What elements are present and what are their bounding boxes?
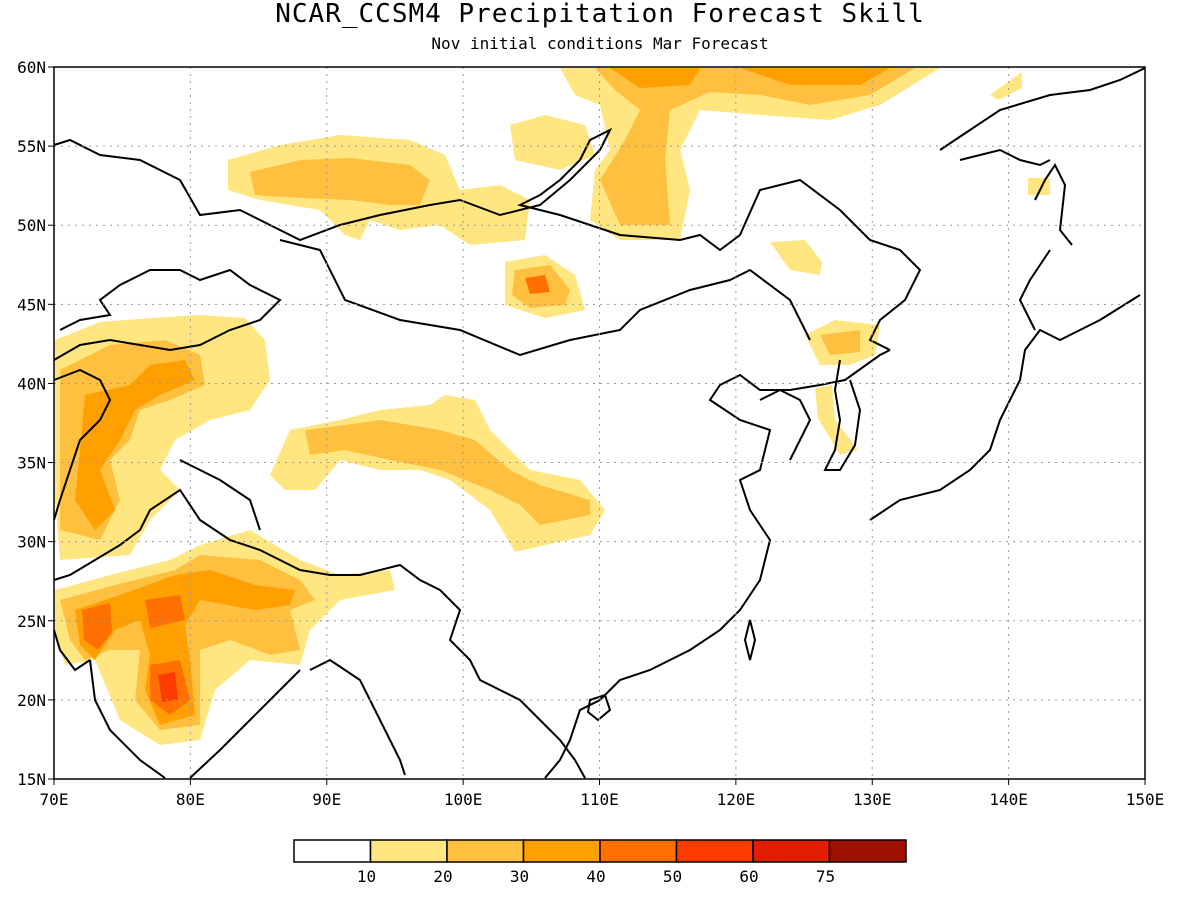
lon-tick-label: 140E xyxy=(989,790,1028,809)
colorbar-label: 40 xyxy=(586,867,605,886)
skill-region-baikal xyxy=(510,115,595,170)
lon-tick-label: 80E xyxy=(176,790,205,809)
skill-region-india-high1 xyxy=(82,603,112,650)
lon-tick-label: 130E xyxy=(853,790,892,809)
lon-tick-label: 90E xyxy=(312,790,341,809)
colorbar-swatch xyxy=(599,839,678,863)
coastline-china-east xyxy=(544,349,891,779)
coastline-taiwan xyxy=(743,619,757,661)
lat-tick-label: 45N xyxy=(17,295,46,314)
coastline-india-west xyxy=(53,488,586,779)
skill-region-west-core xyxy=(75,360,195,530)
colorbar-label: 20 xyxy=(433,867,452,886)
skill-region-manchuria xyxy=(770,240,822,275)
skill-region-korea-south xyxy=(815,385,858,455)
lon-tick-label: 150E xyxy=(1126,790,1165,809)
coastline-himalaya-border xyxy=(179,459,261,531)
coastline-sakhalin xyxy=(1034,163,1073,246)
lon-tick-label: 120E xyxy=(717,790,756,809)
colorbar-swatch xyxy=(752,839,831,863)
lat-tick-label: 35N xyxy=(17,454,46,473)
colorbar-swatch xyxy=(522,839,601,863)
lon-tick-label: 100E xyxy=(444,790,483,809)
coastline-japan xyxy=(869,294,1141,521)
coastline-north-asia xyxy=(53,127,922,351)
skill-region-india-high2 xyxy=(145,595,185,628)
colorbar: 10 20 30 40 50 60 75 xyxy=(293,839,907,886)
coastline-central-asia xyxy=(53,268,282,361)
skill-shading xyxy=(55,68,1050,745)
lat-tick-label: 25N xyxy=(17,612,46,631)
skill-region-northeast-mid xyxy=(595,68,915,225)
lon-tick-label: 70E xyxy=(40,790,69,809)
coastline-hokkaido xyxy=(1018,249,1051,331)
coastline-bohai xyxy=(759,388,812,461)
colorbar-swatch xyxy=(675,839,754,863)
skill-region-siberia-mid xyxy=(250,158,430,205)
colorbar-label: 10 xyxy=(357,867,376,886)
colorbar-label: 30 xyxy=(510,867,529,886)
lat-tick-label: 50N xyxy=(17,216,46,235)
coastline-kamchatka xyxy=(939,67,1146,151)
skill-region-mongolia-core xyxy=(525,275,550,294)
lat-tick-label: 40N xyxy=(17,374,46,393)
skill-region-tibet xyxy=(270,395,605,552)
coastline-hainan xyxy=(586,693,612,722)
skill-region-tibet-mid xyxy=(305,420,590,525)
skill-region-korea-mid xyxy=(820,330,860,355)
colorbar-label: 75 xyxy=(816,867,835,886)
coastline-india-peninsula xyxy=(89,659,166,779)
colorbar-swatch xyxy=(446,839,525,863)
coastline-arabian xyxy=(53,629,91,672)
coastline-east-india xyxy=(189,669,301,779)
colorbar-swatch xyxy=(293,839,372,863)
skill-region-northeast-core xyxy=(610,68,700,88)
skill-region-india-peak xyxy=(158,672,178,702)
coastline-mongolia-border xyxy=(279,239,811,357)
skill-region-india-core xyxy=(75,570,295,725)
map-title: NCAR_CCSM4 Precipitation Forecast Skill xyxy=(275,0,925,29)
lat-tick-label: 15N xyxy=(17,770,46,789)
latitude-labels: 15N 20N 25N 30N 35N 40N 45N 50N 55N 60N xyxy=(17,58,54,789)
colorbar-swatch xyxy=(828,839,907,863)
lat-tick-label: 20N xyxy=(17,691,46,710)
lat-tick-label: 60N xyxy=(17,58,46,77)
colorbar-label: 50 xyxy=(663,867,682,886)
longitude-labels: 70E 80E 90E 100E 110E 120E 130E 140E 150E xyxy=(40,779,1165,809)
map-subtitle: Nov initial conditions Mar Forecast xyxy=(431,34,769,53)
coastline-korea xyxy=(823,359,862,471)
coastline-caspian xyxy=(53,368,112,521)
lat-tick-label: 55N xyxy=(17,137,46,156)
colorbar-label: 60 xyxy=(739,867,758,886)
skill-region-northeast-core2 xyxy=(740,68,890,85)
lat-tick-label: 30N xyxy=(17,533,46,552)
colorbar-swatch xyxy=(369,839,448,863)
coastline-bay-of-bengal xyxy=(309,658,406,776)
lon-tick-label: 110E xyxy=(580,790,619,809)
coastline-okhotsk xyxy=(959,148,1051,167)
skill-region-kamchatka xyxy=(990,72,1022,100)
